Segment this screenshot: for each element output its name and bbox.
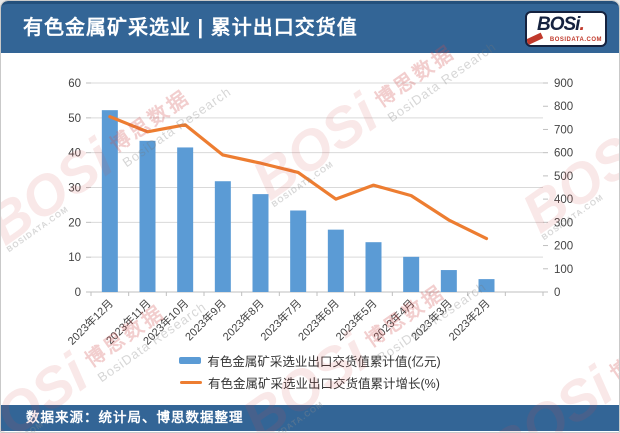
left-axis-tick-label: 50 [68,113,81,125]
left-axis-tick-label: 0 [75,287,81,299]
legend-item-bar: 有色金属矿采选业出口交货值累计值(亿元) [179,351,441,370]
legend-label-line: 有色金属矿采选业出口交货值累计增长(%) [208,377,440,391]
bar [403,256,420,292]
bar [214,181,231,292]
bar [478,279,495,292]
logo-site-text: BOSIDATA.COM [549,37,602,43]
right-axis-tick-label: 800 [554,101,573,113]
line-series-swatch-icon [180,381,203,384]
right-axis-tick-label: 700 [554,124,573,136]
left-axis-tick-label: 20 [68,217,81,229]
chart-plot-area: 0 10 20 30 40 50 60 0 100 200 300 400 500 600 700 800 90… [1,53,619,405]
combo-chart: 0102030405060010020030040050060070080090… [65,78,574,348]
right-axis-tick-label: 300 [554,217,573,229]
chart-legend: 有色金属矿采选业出口交货值累计值(亿元) 有色金属矿采选业出口交货值累计增长(%… [1,351,619,392]
left-axis-tick-label: 60 [68,78,81,90]
page-title: 有色金属矿采选业 | 累计出口交货值 [23,17,358,39]
bosi-logo: BOSi. BOSIDATA.COM [525,11,607,47]
x-axis-label: 2023年2月 [446,296,493,343]
right-axis-tick-label: 500 [554,171,573,183]
right-axis-tick-label: 400 [554,194,573,206]
bar [365,242,382,292]
bar-series-swatch-icon [179,357,202,364]
header-band: 有色金属矿采选业 | 累计出口交货值 BOSi. BOSIDATA.COM [1,1,619,53]
bar [101,110,118,292]
right-axis-tick-label: 600 [554,148,573,160]
bar [177,147,194,292]
growth-line [108,115,489,241]
right-axis-tick-label: 200 [554,241,573,253]
bar [327,229,344,292]
right-axis-tick-label: 900 [554,78,573,90]
right-axis-tick-label: 100 [554,264,573,276]
left-axis-tick-label: 40 [68,148,81,160]
right-axis-tick-label: 0 [554,287,560,299]
legend-item-line: 有色金属矿采选业出口交货值累计增长(%) [180,373,440,392]
bosi-logo-text: BOSi. [537,14,585,35]
left-axis-tick-label: 30 [68,183,81,195]
data-source-text: 数据来源：统计局、博思数据整理 [26,410,244,425]
bar [440,270,457,292]
footer-band: 数据来源：统计局、博思数据整理 [1,405,619,431]
bar [139,140,156,292]
logo-red-wedge-icon [527,32,544,45]
bar [290,210,307,292]
left-axis-tick-label: 10 [68,252,81,264]
bar [252,194,269,292]
legend-label-bar: 有色金属矿采选业出口交货值累计值(亿元) [207,355,441,369]
